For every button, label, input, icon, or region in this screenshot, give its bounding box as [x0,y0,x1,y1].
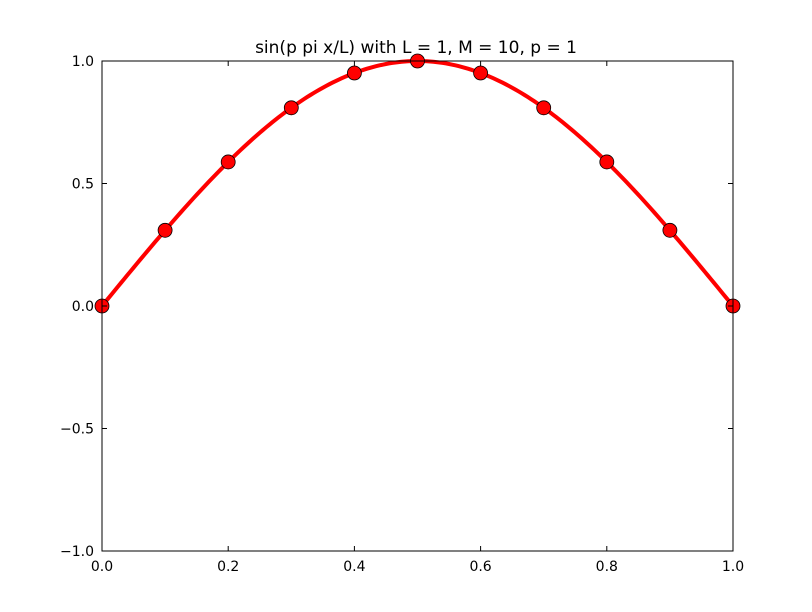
data-point [536,100,552,116]
x-tick-label: 1.0 [722,559,744,575]
y-tick-label: 1.0 [72,54,94,70]
data-point [473,65,489,81]
x-tick-label: 0.0 [91,559,113,575]
y-tick-label: −0.5 [60,422,94,438]
x-tick-label: 0.4 [343,559,365,575]
y-tick-label: −1.0 [60,544,94,560]
x-axis: 0.0 0.2 0.4 0.6 0.8 1.0 [91,61,744,575]
data-point [157,222,173,238]
data-point [662,222,678,238]
chart-title: sin(p pi x/L) with L = 1, M = 10, p = 1 [255,38,577,58]
x-tick-label: 0.8 [596,559,618,575]
x-tick-label: 0.2 [217,559,239,575]
data-point [283,100,299,116]
data-point [599,154,615,170]
y-axis: −1.0 −0.5 0.0 0.5 1.0 [60,54,733,560]
y-tick-label: 0.0 [72,299,94,315]
axes-frame [101,60,734,552]
x-tick-label: 0.6 [469,559,491,575]
series-curve [100,59,735,308]
data-point [346,65,362,81]
y-tick-label: 0.5 [72,177,94,193]
plot-area [94,53,741,314]
data-point [220,154,236,170]
